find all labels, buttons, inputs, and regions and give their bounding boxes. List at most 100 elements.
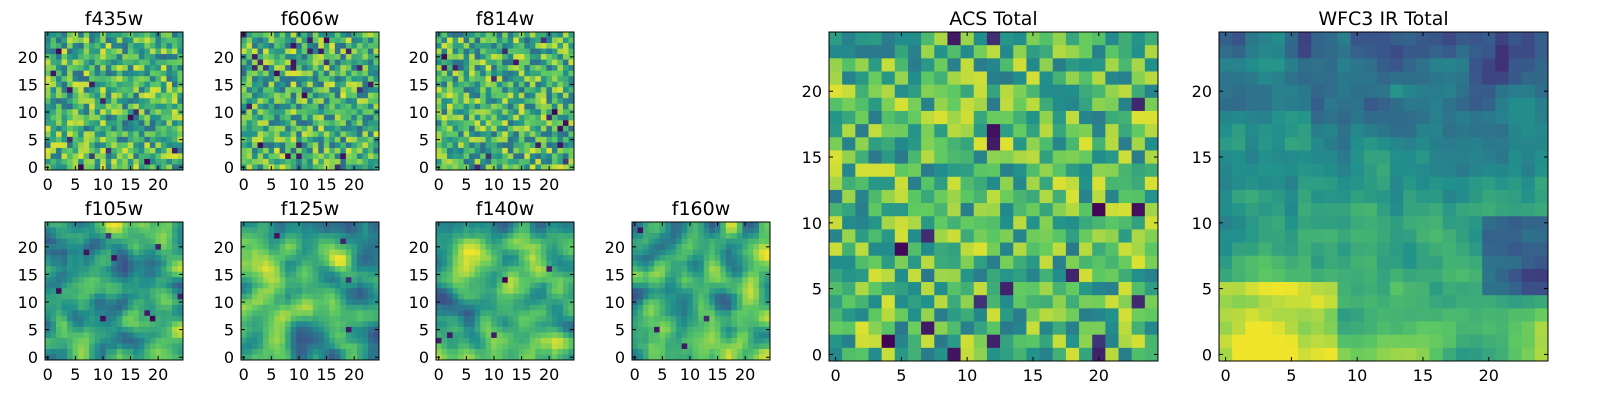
y-tick-label: 10 <box>409 103 429 122</box>
heatmap-cell <box>323 282 330 289</box>
heatmap-cell <box>72 125 79 132</box>
heatmap-cell <box>301 37 308 44</box>
heatmap-cell <box>345 76 352 83</box>
heatmap-cell <box>160 142 167 149</box>
heatmap-cell <box>670 244 677 250</box>
heatmap-cell <box>513 354 520 361</box>
heatmap-cell <box>105 114 112 121</box>
heatmap-cell <box>1065 32 1080 46</box>
heatmap-cell <box>485 277 492 284</box>
heatmap-cell <box>496 293 503 300</box>
heatmap-cell <box>334 81 341 88</box>
heatmap-cell <box>496 70 503 77</box>
heatmap-cell <box>485 70 492 77</box>
heatmap-cell <box>301 98 308 105</box>
heatmap-cell <box>692 343 699 350</box>
heatmap-cell <box>246 304 253 311</box>
heatmap-cell <box>50 70 57 77</box>
heatmap-cell <box>312 59 319 66</box>
heatmap-cell <box>367 142 374 149</box>
heatmap-cell <box>268 125 275 132</box>
heatmap-cell <box>50 114 57 121</box>
heatmap-cell <box>257 81 264 88</box>
heatmap-cell <box>474 227 481 234</box>
heatmap-cell <box>72 76 79 83</box>
heatmap-cell <box>725 293 732 300</box>
heatmap-cell <box>907 124 922 138</box>
heatmap-cell <box>648 244 655 250</box>
heatmap-cell <box>312 43 319 49</box>
heatmap-cell <box>907 203 922 217</box>
heatmap-cell <box>947 189 961 204</box>
heatmap-cell <box>480 114 487 121</box>
heatmap-cell <box>452 59 459 66</box>
heatmap-cell <box>323 153 330 160</box>
heatmap-cell <box>1131 137 1146 151</box>
heatmap-cell <box>687 244 694 250</box>
heatmap-cell <box>274 70 281 77</box>
heatmap-cell <box>340 277 347 284</box>
heatmap-cell <box>111 249 118 256</box>
heatmap-cell <box>100 238 107 245</box>
heatmap-cell <box>502 260 509 267</box>
heatmap-cell <box>842 58 856 72</box>
heatmap-cell <box>100 120 107 127</box>
heatmap-cell <box>296 233 303 239</box>
heatmap-cell <box>127 288 134 295</box>
heatmap-cell <box>485 249 492 256</box>
heatmap-cell <box>524 293 531 300</box>
heatmap-cell <box>263 249 269 256</box>
heatmap-cell <box>56 332 62 339</box>
heatmap-cell <box>758 249 765 256</box>
heatmap-cell <box>736 348 743 355</box>
heatmap-cell <box>116 92 123 99</box>
heatmap-cell <box>45 114 51 121</box>
heatmap-cell <box>436 92 442 99</box>
heatmap-cell <box>356 332 363 339</box>
heatmap-cell <box>257 222 264 228</box>
heatmap-cell <box>61 337 68 344</box>
heatmap-cell <box>1039 216 1054 230</box>
heatmap-cell <box>290 304 297 311</box>
heatmap-cell <box>747 304 754 311</box>
heatmap-cell <box>356 65 363 72</box>
heatmap-cell <box>340 260 347 267</box>
heatmap-cell <box>496 260 503 267</box>
heatmap-cell <box>263 354 269 361</box>
heatmap-cell <box>246 142 253 149</box>
heatmap-cell <box>648 332 655 339</box>
heatmap-cell <box>345 103 352 110</box>
heatmap-cell <box>1105 110 1119 125</box>
heatmap-cell <box>301 142 308 149</box>
heatmap-cell <box>290 310 297 317</box>
heatmap-cell <box>122 271 129 278</box>
heatmap-cell <box>345 92 352 99</box>
heatmap-cell <box>373 238 380 245</box>
heatmap-cell <box>177 332 184 339</box>
heatmap-cell <box>921 229 935 243</box>
heatmap-cell <box>681 343 688 350</box>
heatmap-cell <box>94 244 101 250</box>
heatmap-cell <box>263 315 269 322</box>
heatmap-cell <box>698 354 705 361</box>
heatmap-cell <box>111 299 118 306</box>
heatmap-cell <box>491 87 498 94</box>
heatmap-cell <box>921 110 935 125</box>
heatmap-cell <box>568 348 575 355</box>
heatmap-cell <box>1118 32 1133 46</box>
heatmap-cell <box>535 233 542 239</box>
heatmap-cell <box>111 142 118 149</box>
heatmap-cell <box>301 343 308 350</box>
heatmap-cell <box>285 332 292 339</box>
heatmap-cell <box>551 249 558 256</box>
heatmap-cell <box>502 315 509 322</box>
heatmap-cell <box>78 315 85 322</box>
heatmap-cell <box>513 266 520 273</box>
heatmap-cell <box>557 299 564 306</box>
heatmap-cell <box>296 81 303 88</box>
heatmap-cell <box>1092 189 1106 204</box>
heatmap-cell <box>166 244 173 250</box>
heatmap-cell <box>296 271 303 278</box>
heatmap-cell <box>285 43 292 49</box>
heatmap-cell <box>268 332 275 339</box>
